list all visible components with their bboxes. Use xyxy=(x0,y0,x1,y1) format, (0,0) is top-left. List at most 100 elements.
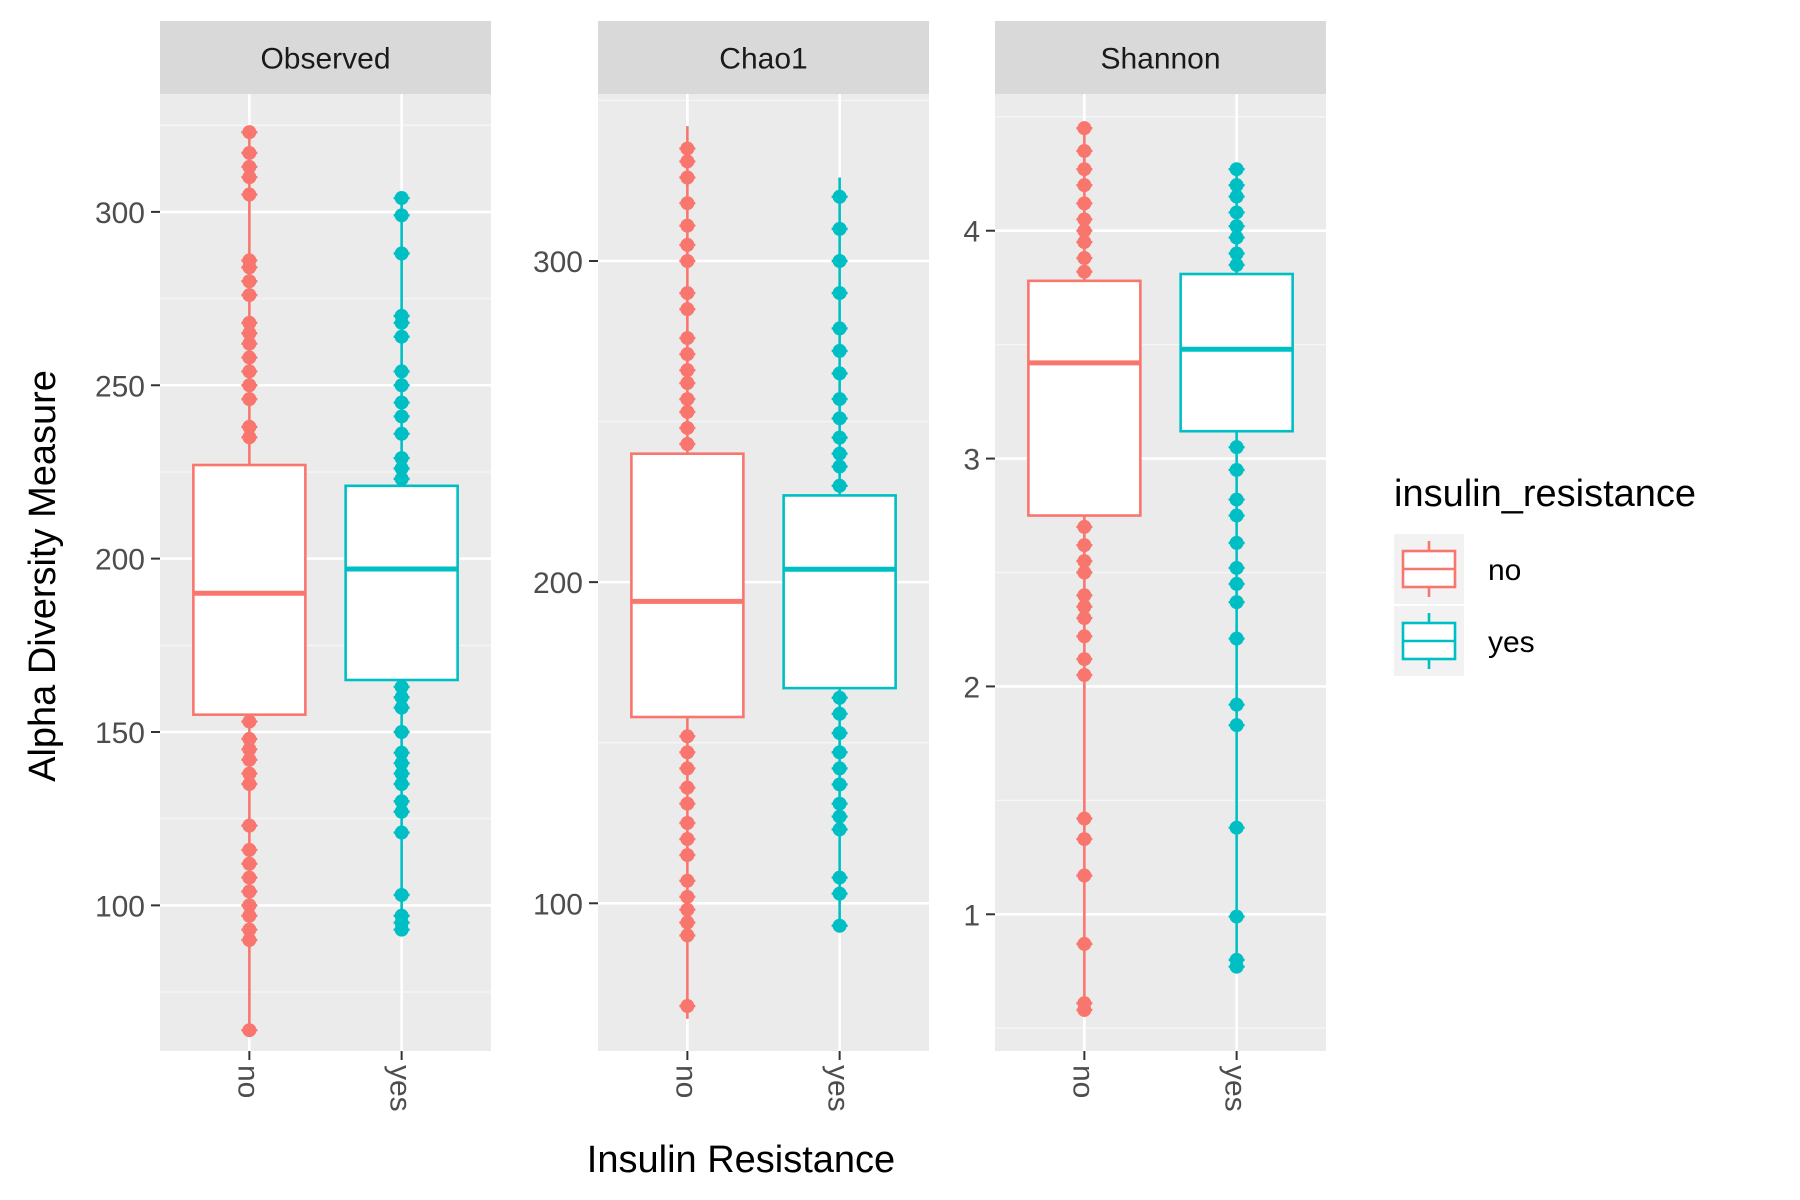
data-point xyxy=(680,420,695,435)
data-point xyxy=(394,745,409,760)
data-point xyxy=(1077,611,1092,626)
data-point xyxy=(832,822,847,837)
data-point xyxy=(394,804,409,819)
data-point xyxy=(680,237,695,252)
box-chao1-yes xyxy=(782,177,897,933)
data-point xyxy=(832,478,847,493)
data-point xyxy=(242,350,257,365)
data-point xyxy=(1077,554,1092,569)
data-point xyxy=(242,419,257,434)
data-point xyxy=(1077,143,1092,158)
data-point xyxy=(680,761,695,776)
box-iqr xyxy=(1027,279,1142,517)
data-point xyxy=(394,825,409,840)
data-point xyxy=(832,221,847,236)
y-tick-label: 150 xyxy=(95,717,145,750)
data-point xyxy=(1077,264,1092,279)
data-point xyxy=(1077,588,1092,603)
y-tick-label: 3 xyxy=(963,444,980,477)
data-point xyxy=(1229,462,1244,477)
data-point xyxy=(242,742,257,757)
data-point xyxy=(242,908,257,923)
data-point xyxy=(832,918,847,933)
data-point xyxy=(1077,251,1092,266)
data-point xyxy=(394,700,409,715)
data-point xyxy=(680,889,695,904)
facet-strip-label: Observed xyxy=(260,43,390,76)
data-point xyxy=(832,809,847,824)
data-point xyxy=(1229,189,1244,204)
data-point xyxy=(680,780,695,795)
x-tick-label: yes xyxy=(384,1065,417,1112)
data-point xyxy=(1229,508,1244,523)
data-point xyxy=(394,756,409,771)
data-point xyxy=(1077,811,1092,826)
data-point xyxy=(242,714,257,729)
facet-panel-shannon: Shannon 1 2 3 4 no yes xyxy=(963,21,1326,1112)
data-point xyxy=(680,141,695,156)
data-point xyxy=(242,170,257,185)
data-point xyxy=(832,459,847,474)
data-point xyxy=(832,870,847,885)
data-point xyxy=(394,887,409,902)
box-iqr xyxy=(344,484,459,682)
facet-panel-observed: Observed 100 150 200 250 300 no yes xyxy=(95,21,491,1112)
data-point xyxy=(242,430,257,445)
data-point xyxy=(1077,996,1092,1011)
y-tick-label: 200 xyxy=(533,567,583,600)
data-point xyxy=(832,886,847,901)
data-point xyxy=(680,302,695,317)
data-point xyxy=(680,286,695,301)
data-point xyxy=(242,933,257,948)
x-tick-label: yes xyxy=(822,1065,855,1112)
data-point xyxy=(832,286,847,301)
data-point xyxy=(394,329,409,344)
data-point xyxy=(242,870,257,885)
data-point xyxy=(394,725,409,739)
data-point xyxy=(1077,223,1092,238)
data-point xyxy=(832,411,847,426)
data-point xyxy=(680,331,695,346)
facet-strip xyxy=(995,21,1326,94)
data-point xyxy=(832,706,847,721)
data-point xyxy=(832,761,847,776)
y-axis-title: Alpha Diversity Measure xyxy=(22,370,64,782)
data-point xyxy=(680,873,695,888)
data-point xyxy=(1077,668,1092,683)
data-point xyxy=(242,766,257,781)
facet-strip-label: Chao1 xyxy=(719,43,807,76)
x-tick-label: no xyxy=(669,1065,702,1098)
data-point xyxy=(832,392,847,407)
legend-key-yes: yes xyxy=(1394,606,1535,676)
facet-strip xyxy=(598,21,929,94)
data-point xyxy=(394,908,409,923)
data-point xyxy=(832,726,847,741)
y-tick-label: 100 xyxy=(533,888,583,921)
box-observed-yes xyxy=(344,191,459,937)
legend-title: insulin_resistance xyxy=(1394,473,1696,515)
data-point xyxy=(1077,121,1092,136)
data-point xyxy=(680,404,695,419)
data-point xyxy=(680,815,695,830)
data-point xyxy=(832,253,847,268)
data-point xyxy=(242,1023,257,1038)
data-point xyxy=(242,884,257,899)
facet-panels: Observed 100 150 200 250 300 no yes Chao1 100 200 3… xyxy=(95,21,1326,1112)
data-point xyxy=(242,752,257,767)
data-point xyxy=(1077,652,1092,667)
data-point xyxy=(394,451,409,466)
box-chao1-no xyxy=(630,126,745,1019)
data-point xyxy=(1229,952,1244,967)
data-point xyxy=(1077,162,1092,177)
data-point xyxy=(242,187,257,202)
box-iqr xyxy=(782,494,897,690)
data-point xyxy=(680,218,695,233)
data-point xyxy=(1077,565,1092,580)
data-point xyxy=(1077,538,1092,553)
data-point xyxy=(1229,219,1244,234)
data-point xyxy=(242,145,257,160)
data-point xyxy=(394,794,409,809)
data-point xyxy=(242,922,257,937)
data-point xyxy=(1077,936,1092,951)
data-point xyxy=(1229,492,1244,507)
